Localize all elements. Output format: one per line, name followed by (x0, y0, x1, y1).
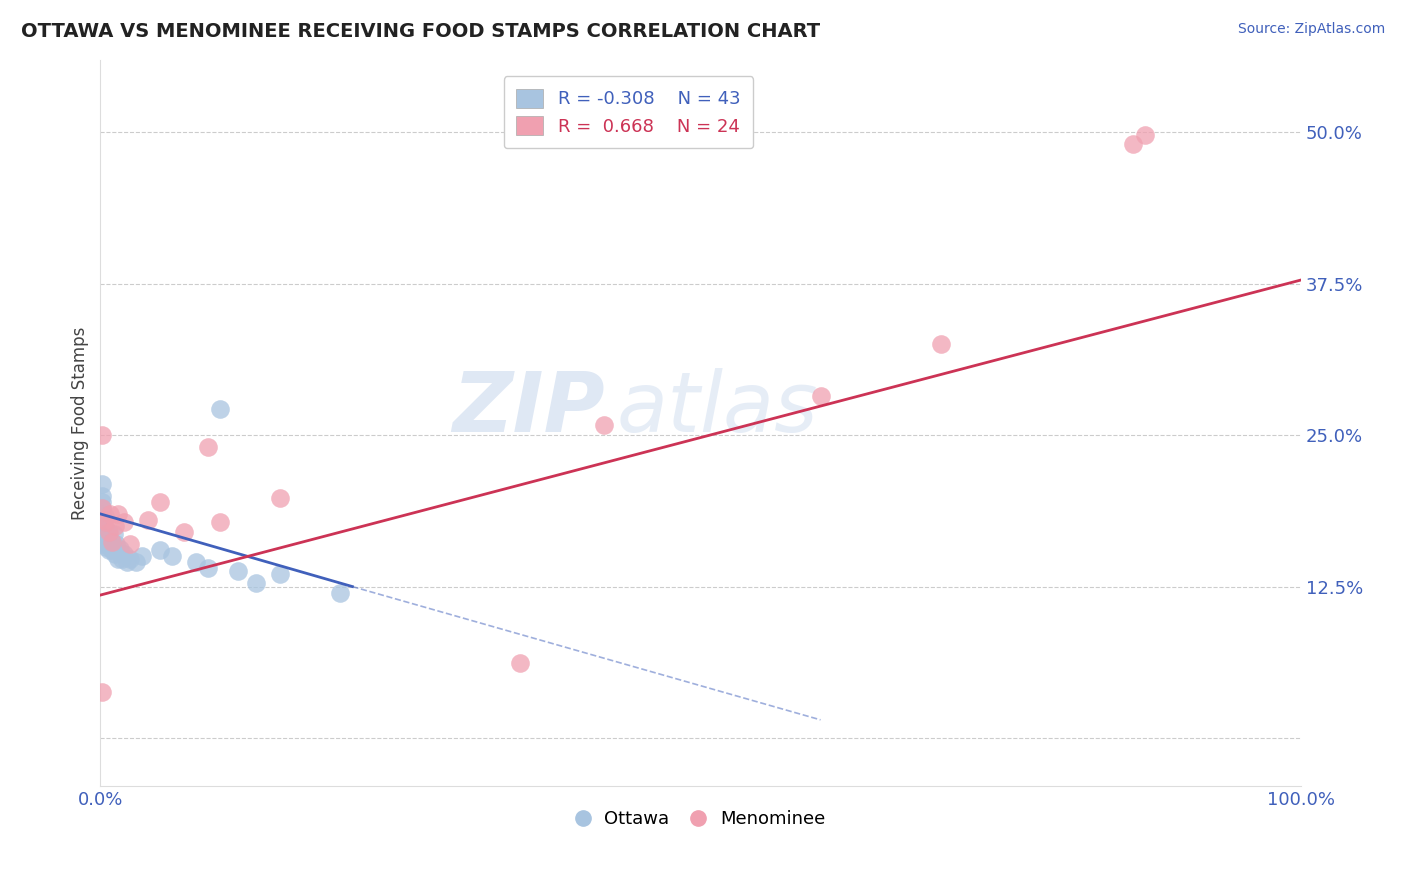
Y-axis label: Receiving Food Stamps: Receiving Food Stamps (72, 326, 89, 520)
Text: Source: ZipAtlas.com: Source: ZipAtlas.com (1237, 22, 1385, 37)
Point (90, 489, 112, 503)
Point (98, 537, 121, 551)
Point (90, 519, 112, 533)
Point (96, 531, 118, 545)
Point (120, 537, 142, 551)
Point (90, 685, 112, 699)
Point (149, 495, 172, 509)
Point (173, 524, 195, 539)
Point (162, 549, 184, 564)
Point (209, 401, 232, 416)
Point (91, 534, 114, 549)
Point (103, 527, 125, 541)
Point (97, 524, 120, 539)
Point (101, 534, 124, 549)
Point (1122, 137, 1144, 152)
Point (269, 567, 291, 582)
Point (90, 495, 112, 509)
Point (186, 555, 208, 569)
Point (104, 547, 127, 561)
Point (90, 428, 112, 442)
Point (112, 547, 135, 561)
Point (90, 513, 112, 527)
Point (90, 531, 112, 545)
Point (929, 337, 952, 351)
Point (329, 585, 352, 599)
Point (96, 516, 118, 530)
Point (90, 500, 112, 515)
Point (90, 507, 112, 521)
Point (209, 516, 232, 530)
Point (593, 418, 616, 433)
Point (96, 540, 118, 554)
Point (94, 523, 117, 537)
Legend: Ottawa, Menominee: Ottawa, Menominee (568, 803, 832, 836)
Point (149, 543, 172, 558)
Point (93, 513, 115, 527)
Point (100, 533, 122, 548)
Point (97, 543, 120, 558)
Point (90, 476, 112, 491)
Point (269, 491, 291, 505)
Point (120, 551, 142, 566)
Point (228, 564, 250, 578)
Point (810, 389, 832, 403)
Point (111, 551, 134, 566)
Point (96, 524, 118, 539)
Point (90, 527, 112, 541)
Point (107, 507, 129, 521)
Text: atlas: atlas (616, 368, 818, 449)
Point (245, 576, 267, 591)
Point (108, 542, 131, 557)
Point (197, 561, 219, 575)
Point (90, 537, 112, 551)
Point (98, 507, 121, 521)
Point (94, 509, 117, 524)
Point (197, 440, 219, 454)
Point (125, 555, 148, 569)
Point (131, 549, 153, 564)
Point (104, 519, 127, 533)
Point (90, 524, 112, 539)
Text: ZIP: ZIP (451, 368, 605, 449)
Point (101, 543, 124, 558)
Point (1133, 128, 1156, 142)
Point (115, 555, 138, 569)
Point (112, 516, 135, 530)
Point (509, 656, 531, 670)
Point (138, 513, 160, 527)
Point (104, 537, 127, 551)
Point (107, 551, 129, 566)
Text: OTTAWA VS MENOMINEE RECEIVING FOOD STAMPS CORRELATION CHART: OTTAWA VS MENOMINEE RECEIVING FOOD STAMP… (21, 22, 820, 41)
Point (101, 540, 124, 554)
Point (93, 516, 115, 530)
Point (90, 500, 112, 515)
